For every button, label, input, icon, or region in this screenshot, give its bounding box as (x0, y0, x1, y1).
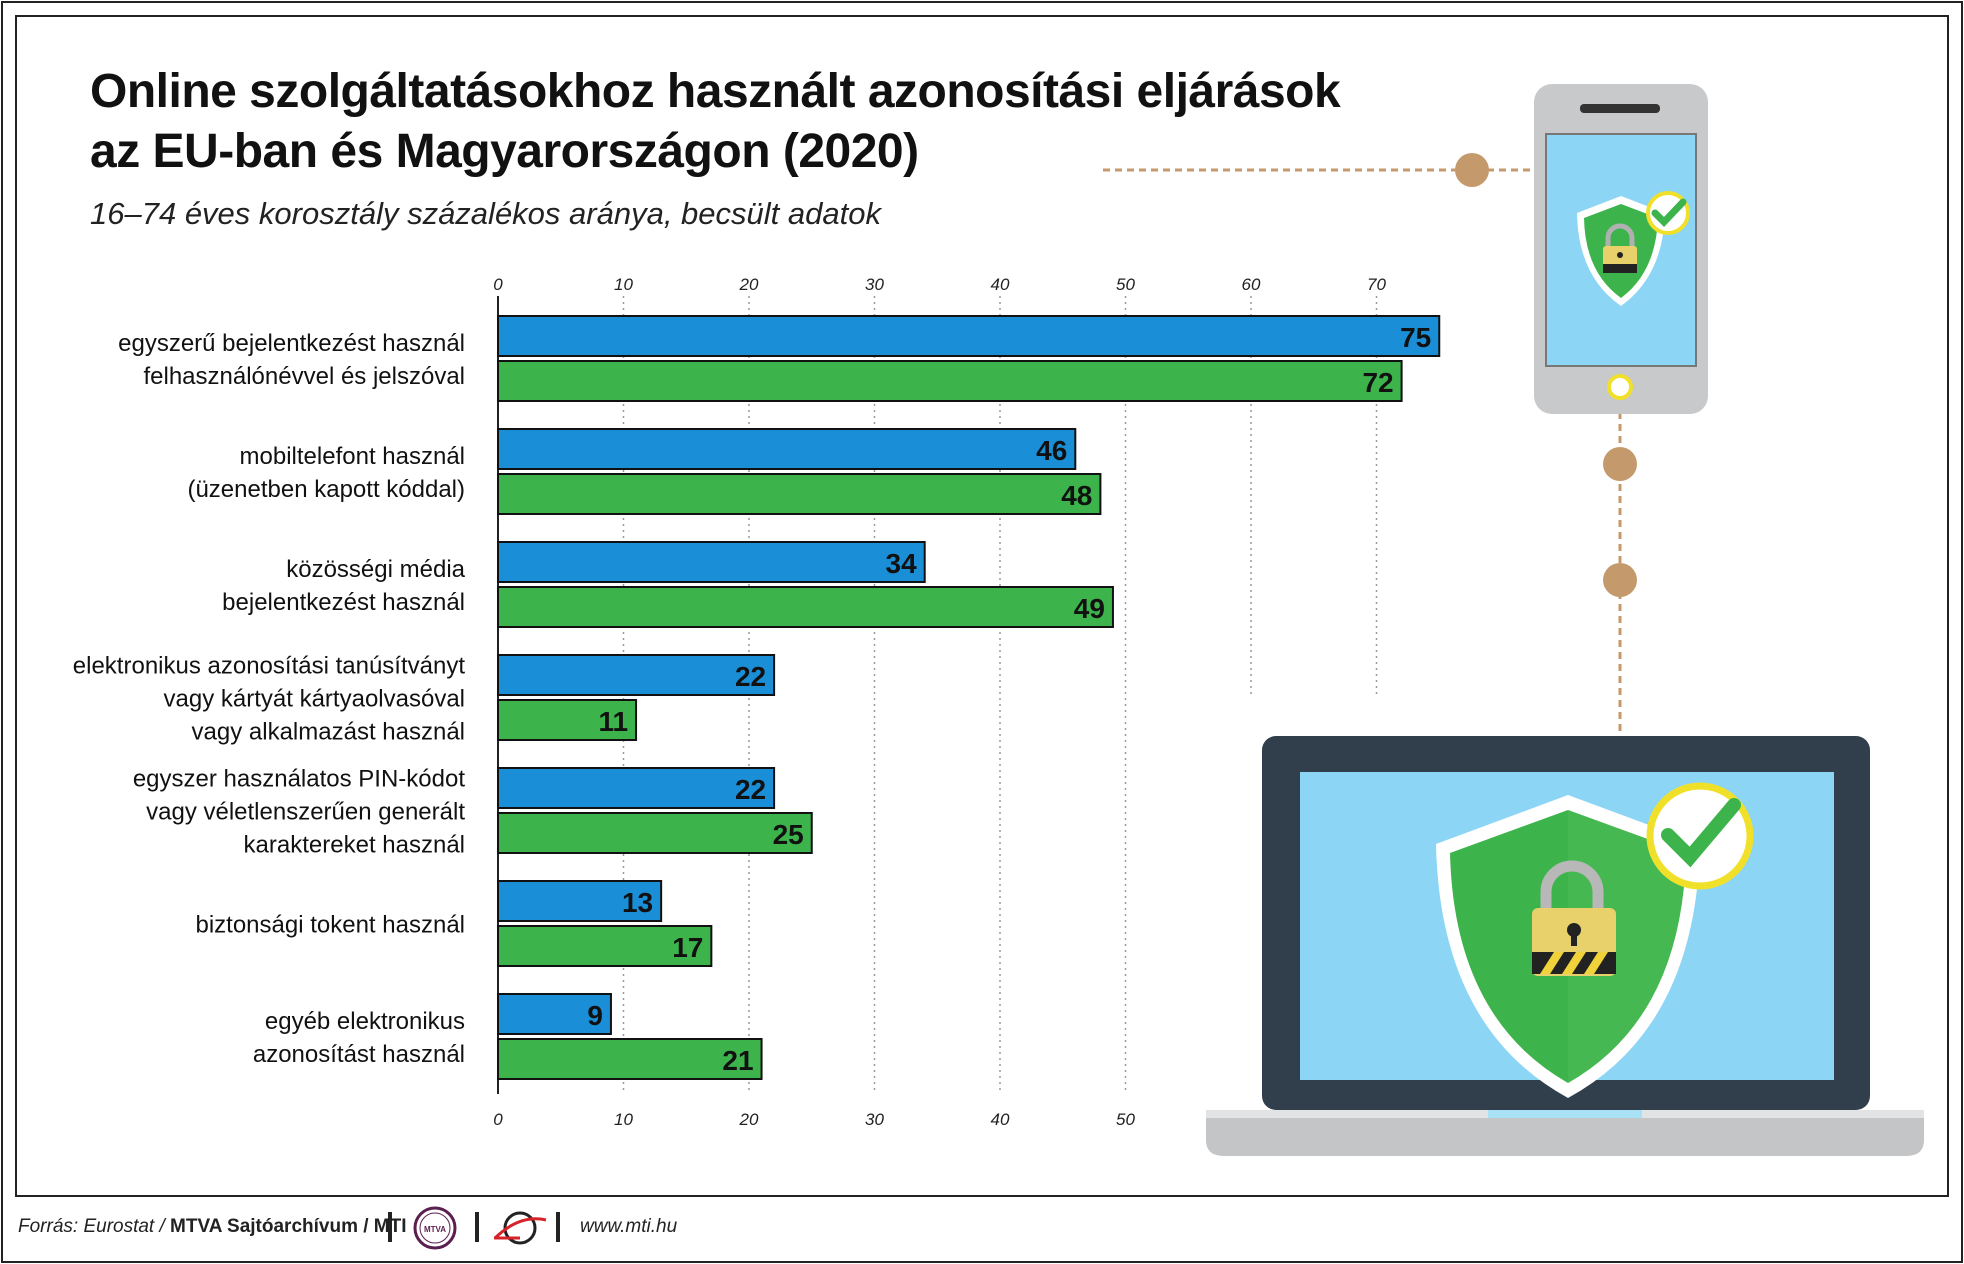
x-tick-label-top: 20 (739, 275, 759, 294)
bar-hu (497, 925, 713, 967)
bar-eu (497, 541, 926, 583)
category-label: elektronikus azonosítási tanúsítványt (73, 653, 466, 680)
source-org: MTVA Sajtóarchívum / MTI (170, 1216, 407, 1237)
data-label: 9 (587, 1000, 603, 1031)
category-label: azonosítást használ (253, 1041, 465, 1068)
mtva-logo-label: MTVA (424, 1225, 446, 1234)
data-label: 22 (735, 774, 766, 805)
x-tick-label-top: 60 (1242, 275, 1261, 294)
page-title: Online szolgáltatásokhoz használt azonos… (90, 62, 1341, 182)
data-label: 17 (672, 932, 703, 963)
category-label: egyszerű bejelentkezést használ (118, 330, 465, 357)
x-tick-label-bottom: 10 (614, 1110, 633, 1129)
bar-eu (497, 767, 776, 809)
category-label: felhasználónévvel és jelszóval (143, 363, 465, 390)
category-label: mobiltelefont használ (240, 443, 465, 470)
category-label: (üzenetben kapott kóddal) (187, 476, 465, 503)
data-label: 46 (1036, 435, 1067, 466)
footer-divider (388, 1212, 392, 1242)
website-link[interactable]: www.mti.hu (580, 1216, 678, 1237)
data-label: 72 (1362, 367, 1393, 398)
bars-layer: 75 46 34 22 22 13 9 72 48 49 11 25 17 21 (497, 315, 1441, 1080)
data-label: 49 (1074, 593, 1105, 624)
category-label: bejelentkezést használ (222, 589, 465, 616)
x-tick-label-bottom: 20 (739, 1110, 759, 1129)
footer-divider (556, 1212, 560, 1242)
data-label: 75 (1400, 322, 1431, 353)
bar-eu (497, 880, 663, 922)
bar-hu (497, 473, 1102, 515)
bar-eu (497, 993, 612, 1035)
source-line: Forrás: Eurostat / MTVA Sajtóarchívum / … (18, 1216, 407, 1238)
bar-hu (497, 812, 813, 854)
x-tick-label-bottom: 0 (493, 1110, 503, 1129)
x-tick-label-top: 0 (493, 275, 503, 294)
category-labels-layer: egyszerű bejelentkezést használ felhaszná… (73, 330, 466, 1068)
category-label: egyéb elektronikus (265, 1008, 465, 1035)
data-label: 48 (1061, 480, 1092, 511)
x-tick-label-top: 30 (865, 275, 884, 294)
mtva-logo-text: MTVA (424, 1225, 446, 1234)
category-label: egyszer használatos PIN-kódot (133, 766, 466, 793)
data-label: 25 (773, 819, 804, 850)
bar-hu (497, 586, 1114, 628)
x-tick-label-bottom: 40 (991, 1110, 1010, 1129)
data-label: 11 (598, 706, 628, 737)
category-label: biztonsági tokent használ (195, 912, 465, 939)
bar-eu (497, 428, 1077, 470)
data-label: 21 (722, 1045, 753, 1076)
page-subtitle: 16–74 éves korosztály százalékos aránya,… (90, 196, 881, 231)
category-label: karaktereket használ (244, 832, 465, 859)
x-tick-label-bottom: 30 (865, 1110, 884, 1129)
bar-eu (497, 315, 1441, 357)
footer-divider (475, 1212, 479, 1242)
x-tick-label-top: 10 (614, 275, 633, 294)
category-label: vagy alkalmazást használ (192, 719, 465, 746)
bar-hu (497, 699, 638, 741)
bar-hu (497, 360, 1403, 402)
title-line-2: az EU-ban és Magyarországon (2020) (90, 125, 919, 178)
bar-eu (497, 654, 776, 696)
source-prefix: Forrás: Eurostat / (18, 1216, 171, 1237)
ticks-layer: 0 10 20 30 40 50 60 70 0 10 20 30 40 50 (493, 275, 1386, 1129)
title-line-1: Online szolgáltatásokhoz használt azonos… (90, 65, 1341, 118)
data-label: 34 (886, 548, 918, 579)
x-tick-label-top: 40 (991, 275, 1010, 294)
category-label: vagy véletlenszerűen generált (146, 799, 465, 826)
category-label: vagy kártyát kártyaolvasóval (164, 686, 465, 713)
data-label: 13 (622, 887, 653, 918)
x-tick-label-top: 50 (1116, 275, 1135, 294)
bar-hu (497, 1038, 763, 1080)
x-tick-label-bottom: 50 (1116, 1110, 1135, 1129)
category-label: közösségi média (286, 556, 465, 583)
x-tick-label-top: 70 (1367, 275, 1386, 294)
data-label: 22 (735, 661, 766, 692)
